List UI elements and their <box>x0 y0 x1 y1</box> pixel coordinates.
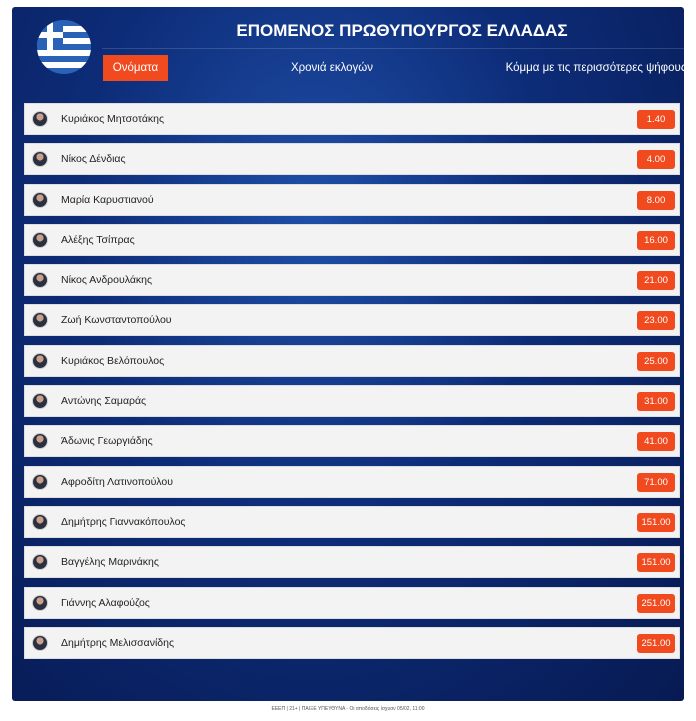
candidate-name: Γιάννης Αλαφούζος <box>61 596 150 609</box>
candidate-name: Κυριάκος Μητσοτάκης <box>61 113 165 125</box>
candidate-name: Μαρία Καρυστιανού <box>61 193 154 206</box>
tab-names[interactable]: Ονόματα <box>103 55 168 81</box>
tab-most-votes-party[interactable]: Κόμμα με τις περισσότερες ψήφους <box>505 62 687 74</box>
odds-button[interactable]: 16.00 <box>637 230 675 250</box>
candidate-row: Άδωνις Γεωργιάδης 41.00 <box>24 425 680 458</box>
candidate-name: Δημήτρης Μελισσανίδης <box>61 636 175 649</box>
candidate-row: Κυριάκος Βελόπουλος 25.00 <box>24 344 680 377</box>
candidate-name: Άδωνις Γεωργιάδης <box>61 435 153 448</box>
odds-button[interactable]: 151.00 <box>637 512 675 532</box>
avatar <box>32 272 48 289</box>
avatar <box>32 352 48 369</box>
divider <box>102 48 692 49</box>
candidate-name: Νίκος Δένδιας <box>61 153 126 166</box>
candidate-name: Κυριάκος Βελόπουλος <box>61 354 165 367</box>
avatar <box>32 594 48 611</box>
candidate-row: Γιάννης Αλαφούζος 251.00 <box>24 586 680 619</box>
avatar <box>32 554 48 571</box>
odds-button[interactable]: 21.00 <box>637 271 675 291</box>
odds-button[interactable]: 23.00 <box>637 311 675 331</box>
avatar <box>32 111 48 127</box>
odds-button[interactable]: 1.40 <box>637 110 675 129</box>
avatar <box>32 433 48 450</box>
odds-button[interactable]: 41.00 <box>637 432 675 452</box>
odds-button[interactable]: 251.00 <box>637 593 675 613</box>
odds-button[interactable]: 4.00 <box>637 150 675 170</box>
odds-button[interactable]: 251.00 <box>637 633 675 653</box>
candidate-name: Βαγγέλης Μαρινάκης <box>61 556 159 569</box>
page-title: ΕΠΟΜΕΝΟΣ ΠΡΩΘΥΠΟΥΡΓΟΣ ΕΛΛΑΔΑΣ <box>236 21 568 40</box>
odds-button[interactable]: 71.00 <box>637 472 675 492</box>
candidate-name: Ζωή Κωνσταντοπούλου <box>61 314 172 327</box>
candidate-row: Αλέξης Τσίπρας 16.00 <box>24 223 680 256</box>
candidate-name: Δημήτρης Γιαννακόπουλος <box>61 515 186 528</box>
avatar <box>32 513 48 530</box>
candidate-row: Ζωή Κωνσταντοπούλου 23.00 <box>24 304 680 337</box>
candidate-row: Νίκος Ανδρουλάκης 21.00 <box>24 264 680 297</box>
candidate-row: Δημήτρης Γιαννακόπουλος 151.00 <box>24 505 680 538</box>
candidate-row: Βαγγέλης Μαρινάκης 151.00 <box>24 546 680 579</box>
avatar <box>32 231 48 248</box>
avatar <box>32 473 48 490</box>
candidate-name: Αντώνης Σαμαράς <box>61 395 147 408</box>
avatar <box>32 393 48 410</box>
candidate-name: Αφροδίτη Λατινοπούλου <box>61 475 173 488</box>
tab-election-year[interactable]: Χρονιά εκλογών <box>290 62 374 74</box>
candidate-name: Αλέξης Τσίπρας <box>61 233 135 246</box>
avatar <box>32 312 48 329</box>
candidate-row: Αντώνης Σαμαράς 31.00 <box>24 385 680 418</box>
odds-button[interactable]: 151.00 <box>637 553 675 573</box>
candidate-row: Νίκος Δένδιας 4.00 <box>24 143 680 176</box>
avatar <box>32 151 48 168</box>
avatar <box>32 634 48 651</box>
odds-button[interactable]: 8.00 <box>637 190 675 210</box>
candidate-name: Νίκος Ανδρουλάκης <box>61 274 153 287</box>
avatar <box>32 191 48 208</box>
candidate-row: Αφροδίτη Λατινοπούλου 71.00 <box>24 465 680 498</box>
greek-flag-icon <box>37 20 91 74</box>
odds-button[interactable]: 31.00 <box>637 392 675 412</box>
candidate-list: Κυριάκος Μητσοτάκης 1.40 Νίκος Δένδιας 4.00… <box>24 103 680 667</box>
candidate-row: Μαρία Καρυστιανού 8.00 <box>24 183 680 216</box>
candidate-row: Δημήτρης Μελισσανίδης 251.00 <box>24 626 680 659</box>
footer-disclaimer: ΕΕΕΠ | 21+ | ΠΑΙΞΕ ΥΠΕΥΘΥΝΑ - Οι αποδόσε… <box>271 706 425 712</box>
candidate-row: Κυριάκος Μητσοτάκης 1.40 <box>24 103 680 135</box>
odds-button[interactable]: 25.00 <box>637 351 675 371</box>
